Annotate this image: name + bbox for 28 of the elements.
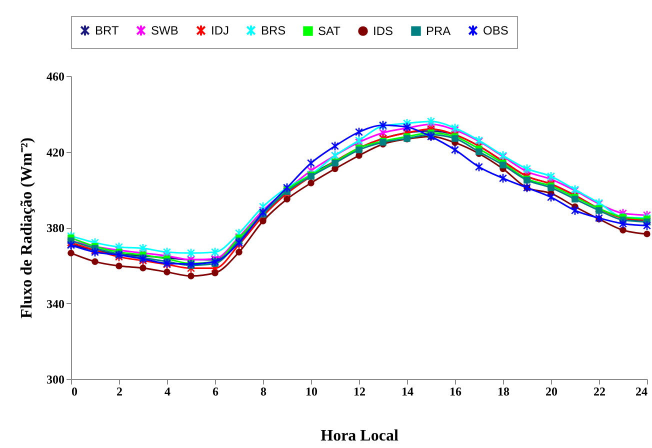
y-axis-title: Fluxo de Radiação (Wm⁻²) [18, 138, 36, 318]
legend-label: BRT [95, 23, 120, 38]
legend-label: OBS [483, 23, 508, 38]
legend-label: IDJ [211, 23, 229, 38]
legend-label: PRA [426, 24, 451, 38]
y-tick-label: 460 [46, 70, 64, 84]
legend-label: BRS [261, 23, 286, 38]
x-tick-label: 14 [402, 384, 414, 398]
legend-label: IDS [373, 24, 394, 38]
x-tick-label: 20 [546, 384, 558, 398]
y-tick-label: 300 [46, 372, 64, 386]
x-tick-label: 22 [594, 384, 606, 398]
x-tick-label: 16 [450, 384, 462, 398]
x-tick-label: 2 [116, 384, 122, 398]
x-tick-label: 4 [164, 384, 170, 398]
x-tick-label: 0 [72, 384, 78, 398]
x-tick-label: 8 [260, 384, 266, 398]
y-tick-label: 420 [46, 145, 64, 160]
x-tick-label: 12 [354, 384, 366, 398]
legend-label: SAT [318, 24, 342, 38]
y-tick-label: 380 [46, 221, 64, 235]
x-tick-label: 18 [498, 384, 510, 398]
y-tick-label: 340 [46, 296, 64, 311]
x-tick-label: 10 [306, 384, 318, 398]
x-axis-title: Hora Local [320, 428, 399, 444]
legend-label: SWB [151, 23, 178, 38]
x-tick-label: 6 [212, 384, 218, 398]
x-tick-label: 24 [636, 384, 648, 398]
